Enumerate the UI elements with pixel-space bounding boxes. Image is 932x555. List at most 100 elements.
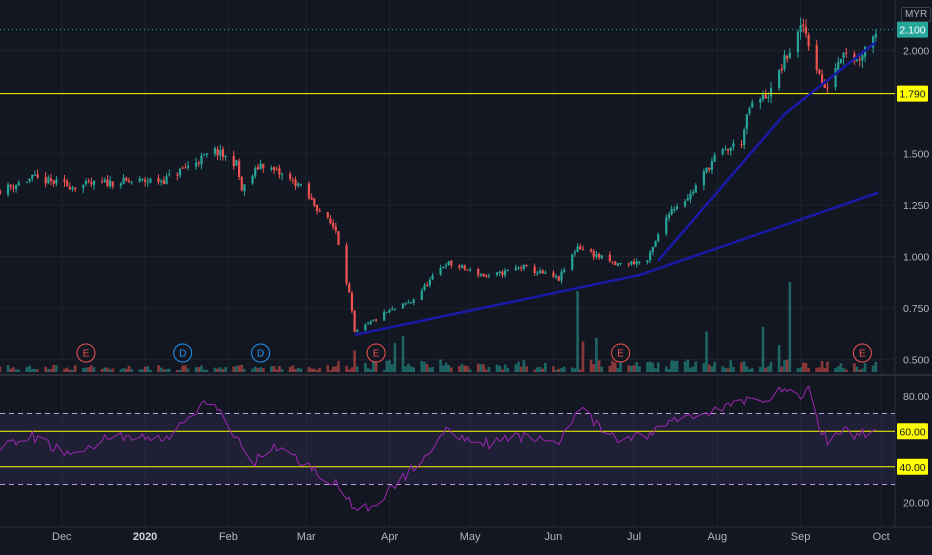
candle-body (391, 308, 394, 310)
candle-body (665, 217, 668, 234)
candle-body (872, 36, 875, 48)
event-marker-circle[interactable] (76, 343, 96, 363)
candle-body (404, 303, 407, 305)
event-marker[interactable]: E (366, 343, 386, 363)
candle-body (364, 324, 367, 331)
candle-body (767, 97, 770, 99)
volume-bar (632, 365, 636, 372)
volume-bar (466, 365, 469, 372)
event-marker[interactable]: D (173, 343, 193, 363)
volume-bar (627, 365, 630, 372)
candle-body (826, 87, 829, 89)
candle-body (84, 181, 88, 185)
volume-bar (111, 368, 115, 372)
volume-bar (36, 369, 39, 372)
volume-bar (178, 369, 182, 372)
volume-bar (578, 369, 582, 372)
volume-bar (251, 368, 254, 372)
candle-body (313, 198, 316, 206)
candle-body (353, 310, 356, 332)
volume-bar (562, 366, 566, 372)
volume-bar (124, 368, 128, 372)
rsi-tick-label: 80.00 (903, 391, 929, 403)
volume-bar (149, 369, 152, 372)
event-marker[interactable]: E (852, 343, 872, 363)
event-marker-circle[interactable] (251, 343, 271, 363)
volume-bar (221, 369, 225, 372)
candle-body (44, 176, 47, 184)
candle-body (92, 180, 96, 185)
volume-bar (557, 368, 561, 372)
volume-bar (197, 367, 201, 372)
volume-bar (12, 367, 15, 372)
volume-bar (764, 367, 767, 372)
candle-body (837, 62, 840, 70)
candle-body (6, 184, 10, 195)
candle-body (759, 99, 762, 103)
candle-body (861, 55, 864, 61)
event-marker[interactable]: D (251, 343, 271, 363)
volume-bar (654, 368, 657, 372)
volume-bar (393, 343, 397, 372)
volume-bar (374, 360, 378, 372)
volume-bar (65, 367, 69, 372)
candle-body (552, 272, 555, 277)
candle-body (842, 53, 845, 59)
candle-body (407, 302, 410, 304)
volume-bar (331, 366, 335, 372)
candle-body (444, 265, 448, 267)
volume-bar (484, 369, 488, 372)
candle-body (466, 269, 469, 271)
trendline[interactable] (354, 191, 879, 337)
price-tick-label: 1.500 (903, 148, 929, 160)
volume-bar (482, 364, 485, 372)
candle-body (807, 34, 810, 47)
volume-bar (560, 367, 563, 372)
event-marker-label: D (179, 349, 186, 360)
price-tick-label: 1.000 (903, 252, 929, 264)
candle-body (501, 271, 504, 276)
volume-bar (84, 367, 88, 372)
candle-body (388, 310, 391, 312)
volume-bar (130, 369, 133, 372)
event-marker-circle[interactable] (366, 343, 386, 363)
volume-bar (514, 364, 518, 372)
trendline[interactable] (657, 41, 877, 262)
volume-bar (780, 366, 784, 372)
event-marker[interactable]: E (76, 343, 96, 363)
volume-bar (6, 365, 10, 372)
volume-bar (536, 367, 539, 372)
candle-body (15, 185, 18, 190)
candle-body (66, 181, 69, 186)
event-marker-circle[interactable] (852, 343, 872, 363)
event-marker-circle[interactable] (173, 343, 193, 363)
event-marker-label: D (257, 349, 264, 360)
volume-bar (159, 367, 163, 372)
volume-bar (533, 369, 536, 372)
volume-bar (345, 365, 348, 372)
volume-bar (372, 360, 375, 372)
volume-bar (592, 363, 596, 372)
candle-body (689, 193, 692, 200)
volume-bar (165, 369, 168, 372)
candle-body (560, 271, 563, 281)
volume-bar (146, 366, 150, 372)
candle-body (426, 284, 429, 286)
candle-body (36, 174, 39, 178)
volume-bar (823, 368, 827, 372)
event-marker-circle[interactable] (611, 343, 631, 363)
candle-body (651, 246, 654, 252)
event-marker[interactable]: E (611, 343, 631, 363)
candle-body (608, 254, 611, 262)
volume-bar (785, 359, 789, 372)
volume-bar (742, 361, 746, 372)
volume-bar (52, 364, 56, 372)
candle-body (299, 184, 302, 186)
time-tick-label: Dec (52, 531, 72, 543)
volume-bar (573, 368, 577, 372)
candle-body (232, 156, 235, 167)
currency-badge[interactable]: MYR (901, 7, 932, 22)
volume-bar (686, 359, 690, 372)
